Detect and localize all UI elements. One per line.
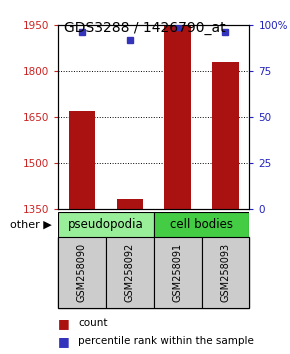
Text: count: count: [78, 318, 108, 329]
Bar: [154, 237, 202, 308]
Text: GSM258093: GSM258093: [220, 243, 231, 302]
Text: GSM258090: GSM258090: [77, 243, 87, 302]
Bar: [117, 199, 143, 209]
Text: GSM258092: GSM258092: [125, 243, 135, 302]
Bar: [212, 62, 239, 209]
Text: pseudopodia: pseudopodia: [68, 218, 144, 231]
Text: ■: ■: [58, 335, 70, 348]
Text: GSM258091: GSM258091: [173, 243, 183, 302]
Bar: [202, 237, 249, 308]
Bar: [164, 25, 191, 209]
Text: percentile rank within the sample: percentile rank within the sample: [78, 336, 254, 346]
Bar: [58, 237, 106, 308]
Text: cell bodies: cell bodies: [170, 218, 233, 231]
Bar: [69, 111, 95, 209]
Bar: [58, 212, 154, 237]
Bar: [106, 237, 154, 308]
Text: GDS3288 / 1426790_at: GDS3288 / 1426790_at: [64, 21, 226, 35]
Text: other ▶: other ▶: [10, 220, 52, 230]
Bar: [154, 212, 249, 237]
Text: ■: ■: [58, 317, 70, 330]
